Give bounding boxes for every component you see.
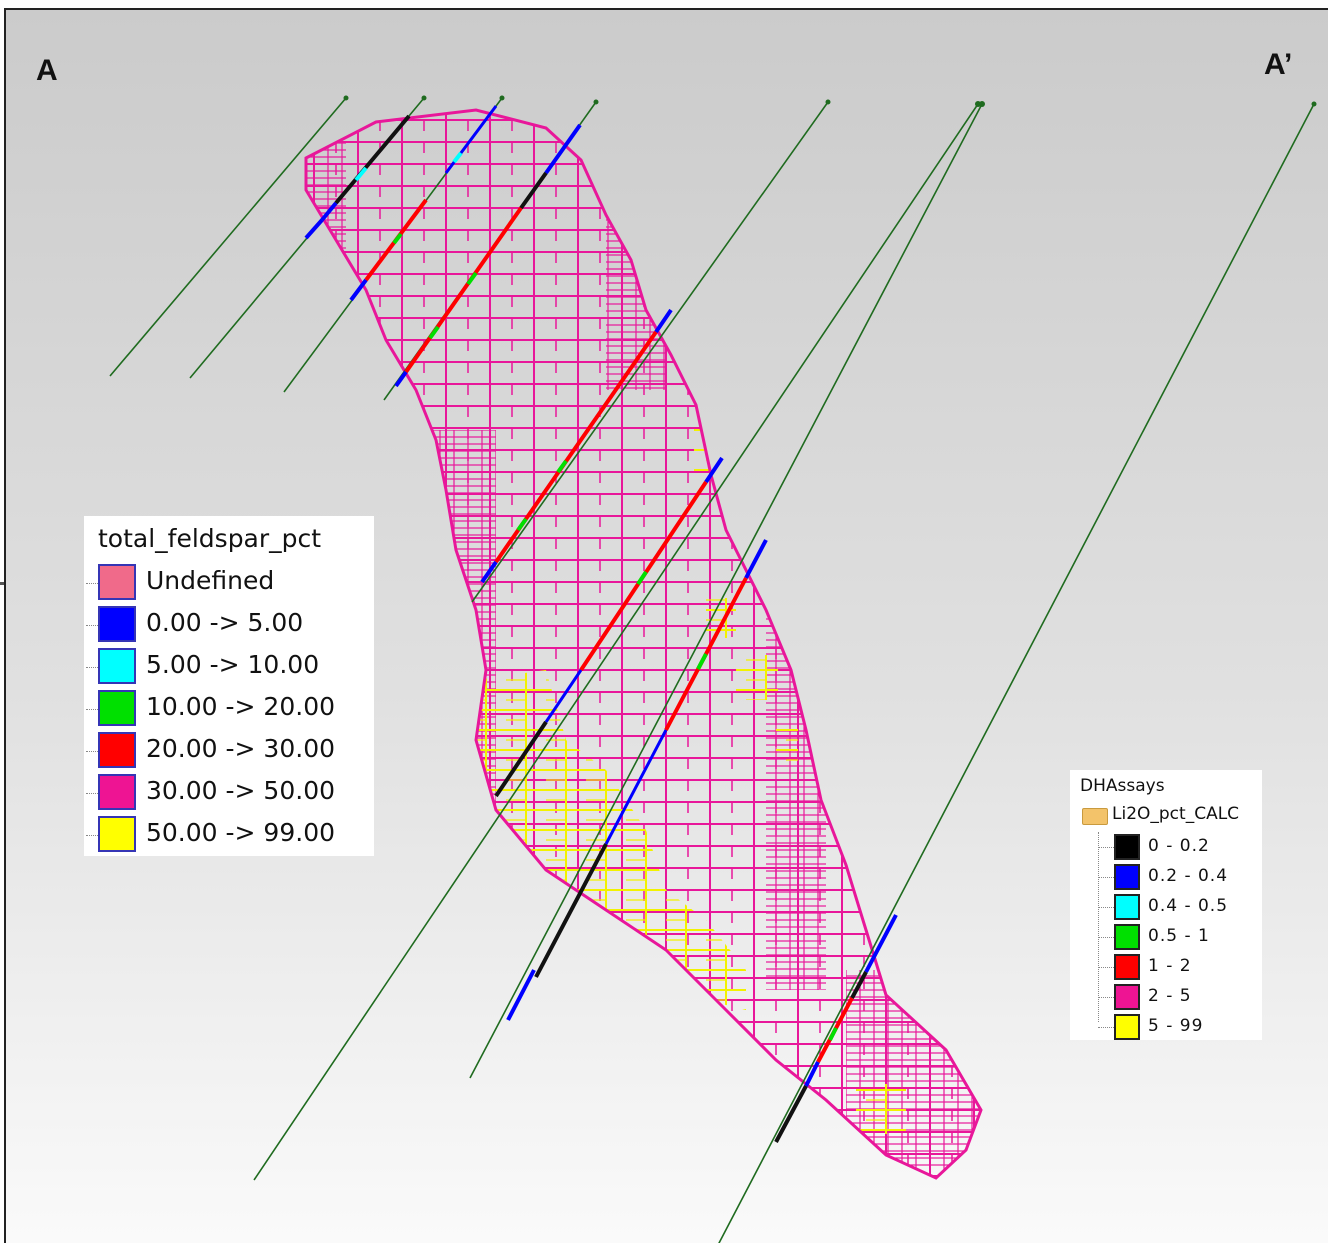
legend-label: 10.00 -> 20.00 xyxy=(146,692,336,721)
legend-swatch xyxy=(1114,1014,1140,1040)
legend-label: 1 - 2 xyxy=(1148,956,1192,976)
assay-legend[interactable]: DHAssays Li2O_pct_CALC 0 - 0.2 0.2 - 0.4… xyxy=(1070,770,1262,1040)
legend-swatch xyxy=(98,564,136,600)
drillhole-collars xyxy=(343,95,1317,107)
block-model-section[interactable] xyxy=(6,10,1328,1243)
legend-swatch xyxy=(1114,864,1140,890)
legend-swatch xyxy=(98,648,136,684)
assay-intervals xyxy=(304,105,898,1143)
legend-swatch xyxy=(1114,834,1140,860)
feldspar-legend[interactable]: total_feldspar_pct Undefined 0.00 -> 5.0… xyxy=(84,516,374,856)
section-label-a-prime: A’ xyxy=(1264,48,1293,81)
3d-section-viewport[interactable]: A A’ total_feldspar_pct Undefined 0.00 -… xyxy=(4,8,1328,1243)
legend-label: Undefined xyxy=(146,566,275,595)
legend-label: 20.00 -> 30.00 xyxy=(146,734,336,763)
legend-swatch xyxy=(98,690,136,726)
folder-icon xyxy=(1082,808,1108,825)
legend-label: 0.5 - 1 xyxy=(1148,926,1210,946)
legend-title: DHAssays xyxy=(1080,776,1165,796)
legend-label: 0.00 -> 5.00 xyxy=(146,608,304,637)
tree-line xyxy=(1098,832,1100,1022)
legend-label: 5 - 99 xyxy=(1148,1016,1204,1036)
folder-label: Li2O_pct_CALC xyxy=(1112,804,1240,824)
legend-swatch xyxy=(1114,924,1140,950)
legend-swatch xyxy=(98,816,136,852)
yellow-zone-tail xyxy=(856,1084,906,1134)
legend-label: 0.2 - 0.4 xyxy=(1148,866,1229,886)
legend-swatch xyxy=(1114,954,1140,980)
legend-swatch xyxy=(98,732,136,768)
legend-title: total_feldspar_pct xyxy=(98,524,322,553)
legend-label: 30.00 -> 50.00 xyxy=(146,776,336,805)
drillhole-5 xyxy=(471,101,829,603)
block-grid-fine-tail xyxy=(846,970,981,1170)
legend-label: 0 - 0.2 xyxy=(1148,836,1210,856)
block-model-outline xyxy=(304,108,983,1180)
yellow-zone-lower xyxy=(476,670,746,1010)
legend-label: 5.00 -> 10.00 xyxy=(146,650,320,679)
legend-swatch xyxy=(1114,894,1140,920)
legend-label: 2 - 5 xyxy=(1148,986,1192,1006)
yellow-zone-c xyxy=(736,655,778,700)
legend-label: 50.00 -> 99.00 xyxy=(146,818,336,847)
legend-label: 0.4 - 0.5 xyxy=(1148,896,1229,916)
legend-swatch xyxy=(98,774,136,810)
yellow-zone-d xyxy=(776,728,798,764)
drillhole-6 xyxy=(253,103,979,1181)
legend-swatch xyxy=(1114,984,1140,1010)
drillhole-1 xyxy=(109,97,347,377)
drillhole-8 xyxy=(718,103,1315,1243)
section-label-a: A xyxy=(36,54,58,87)
legend-swatch xyxy=(98,606,136,642)
drillhole-7 xyxy=(469,103,983,1079)
